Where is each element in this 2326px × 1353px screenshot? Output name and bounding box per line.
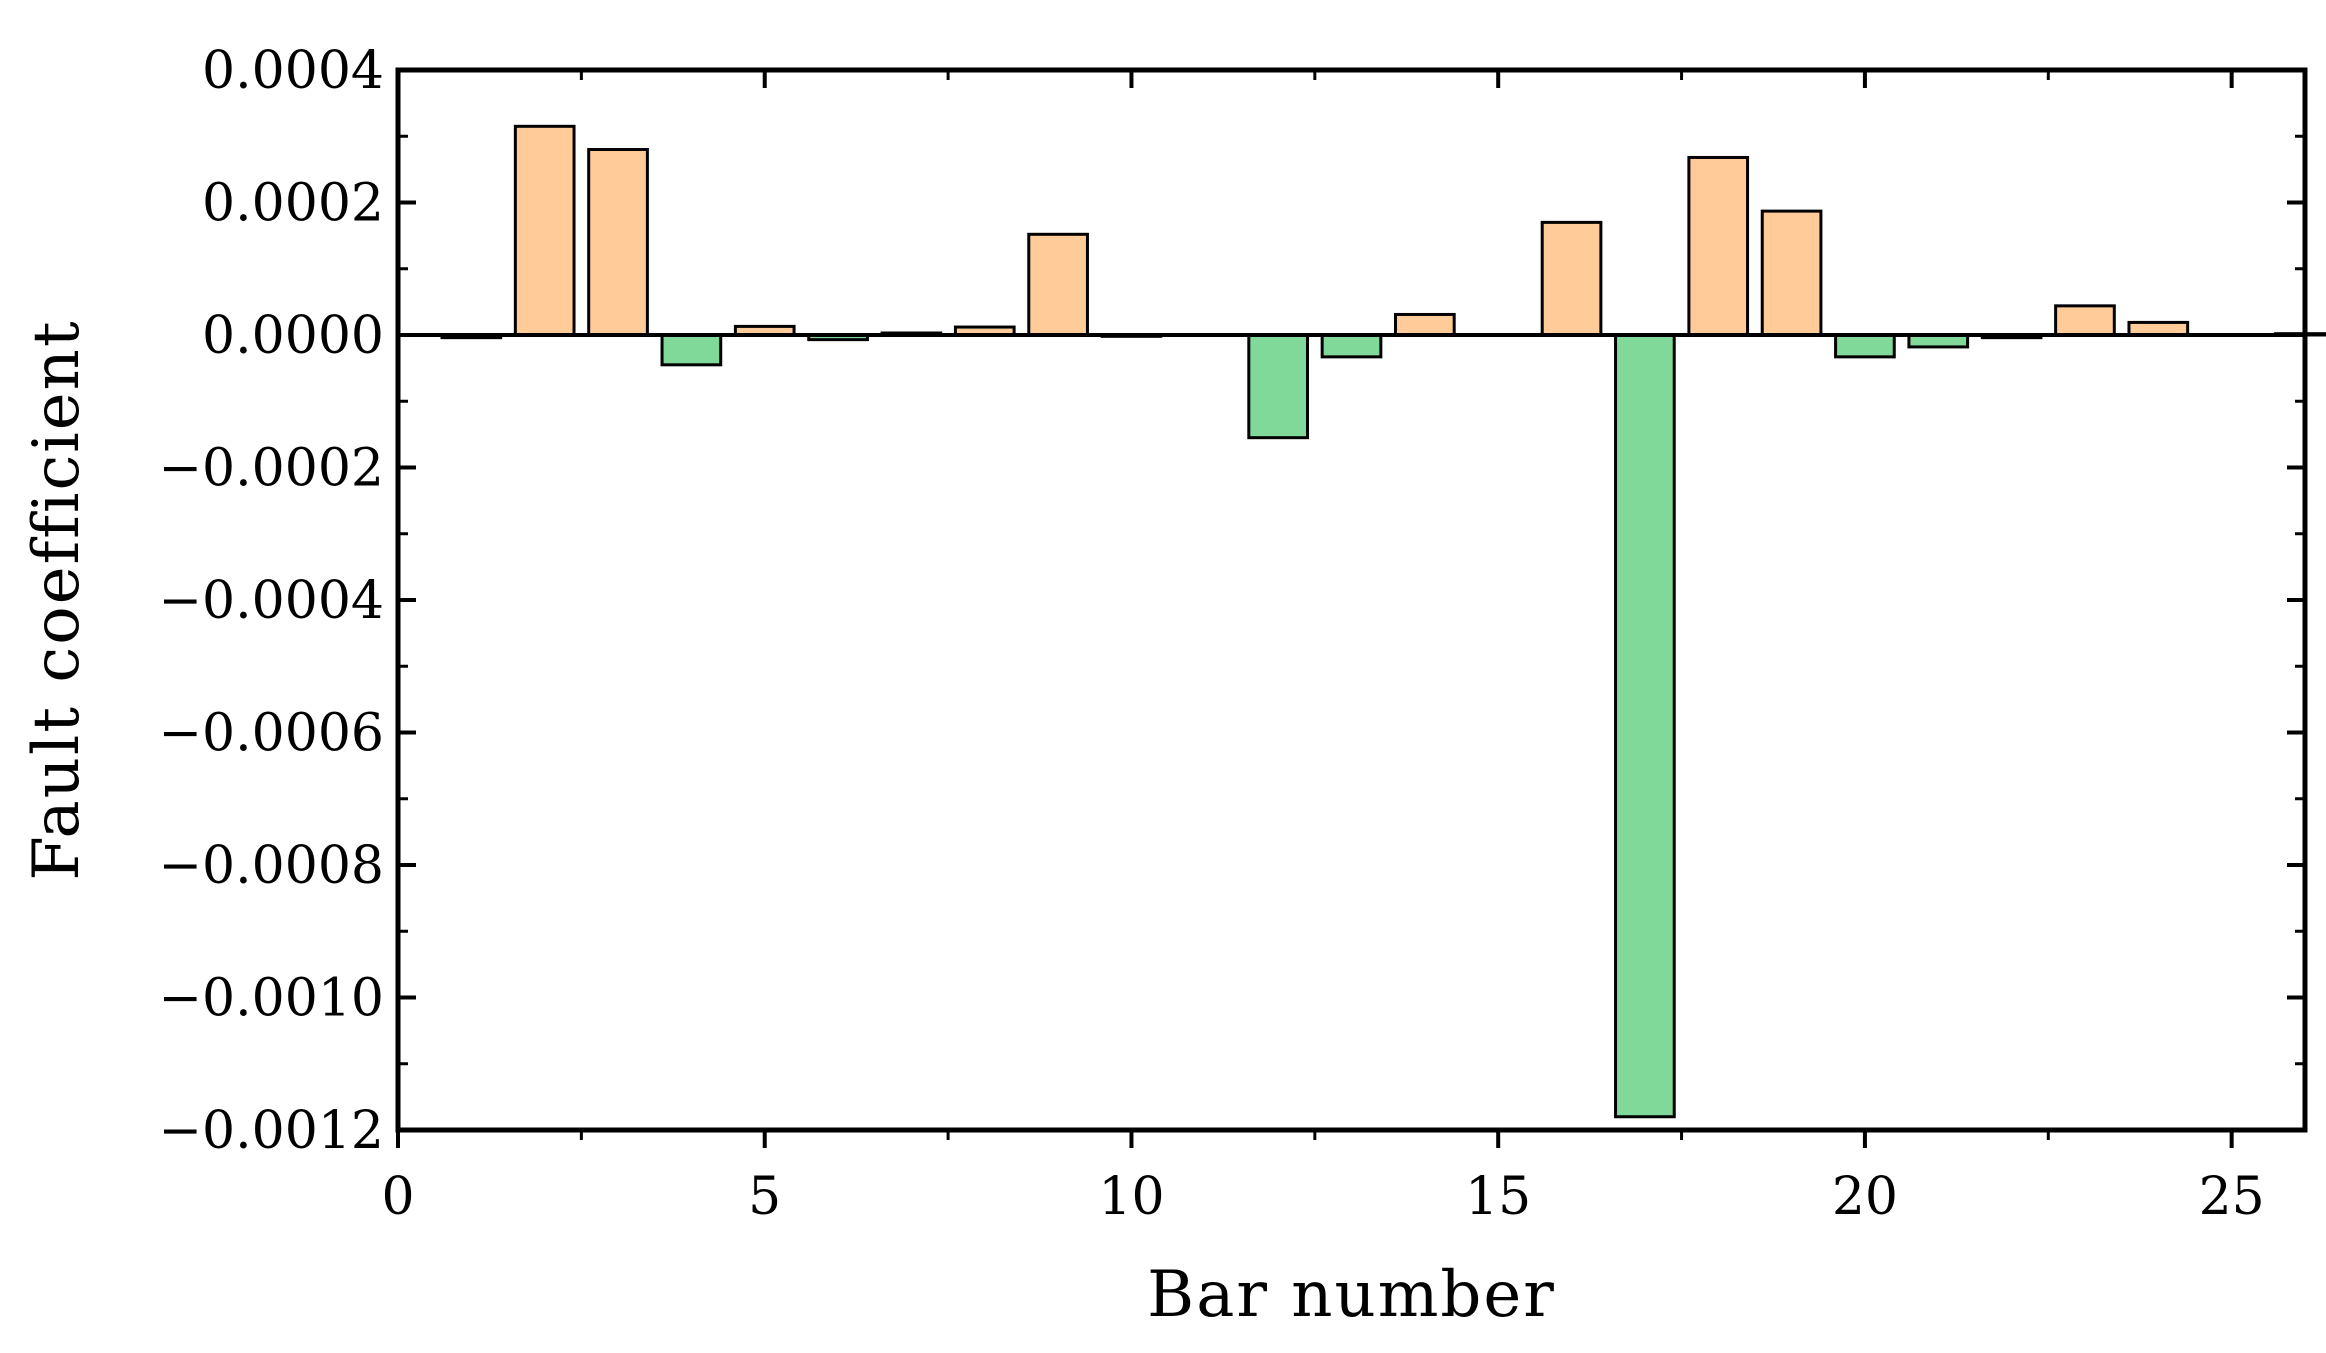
bar-13 — [1320, 333, 1383, 359]
y-axis-title: Fault coefficient — [20, 319, 94, 880]
bar-12 — [1247, 333, 1309, 440]
y-tick-label: −0.0002 — [158, 439, 384, 499]
x-tick-label: 20 — [1832, 1167, 1898, 1227]
y-tick-label: 0.0004 — [202, 41, 384, 101]
bar-16 — [1540, 220, 1603, 337]
y-tick-label: −0.0004 — [158, 571, 384, 631]
y-tick-label: −0.0012 — [158, 1101, 384, 1161]
bar-2 — [513, 124, 576, 337]
x-tick-label: 25 — [2199, 1167, 2265, 1227]
ticks-group: −0.0012 −0.0010 −0.0008 −0.0006 −0.0004 −0.00… — [158, 41, 2305, 1227]
bar-20 — [1834, 333, 1896, 359]
y-tick-label: 0.0002 — [202, 174, 384, 234]
bar-14 — [1394, 312, 1456, 337]
bar-17 — [1614, 333, 1676, 1119]
bar-19 — [1760, 209, 1823, 337]
bar-9 — [1027, 232, 1089, 337]
bar-3 — [587, 148, 649, 337]
x-tick-label: 10 — [1098, 1167, 1164, 1227]
bar-18 — [1687, 155, 1750, 337]
y-tick-label: −0.0010 — [158, 969, 384, 1029]
y-tick-label: −0.0008 — [158, 836, 384, 896]
x-axis-title: Bar number — [1147, 1258, 1556, 1332]
y-tick-label: 0.0000 — [202, 306, 384, 366]
x-tick-label: 15 — [1465, 1167, 1531, 1227]
x-tick-label: 5 — [748, 1167, 781, 1227]
plot-frame — [395, 67, 2308, 1133]
bars-group — [440, 124, 2326, 1119]
x-tick-label: 0 — [381, 1167, 414, 1227]
bar-23 — [2054, 304, 2116, 337]
bar-4 — [660, 333, 723, 367]
y-tick-label: −0.0006 — [158, 704, 384, 764]
